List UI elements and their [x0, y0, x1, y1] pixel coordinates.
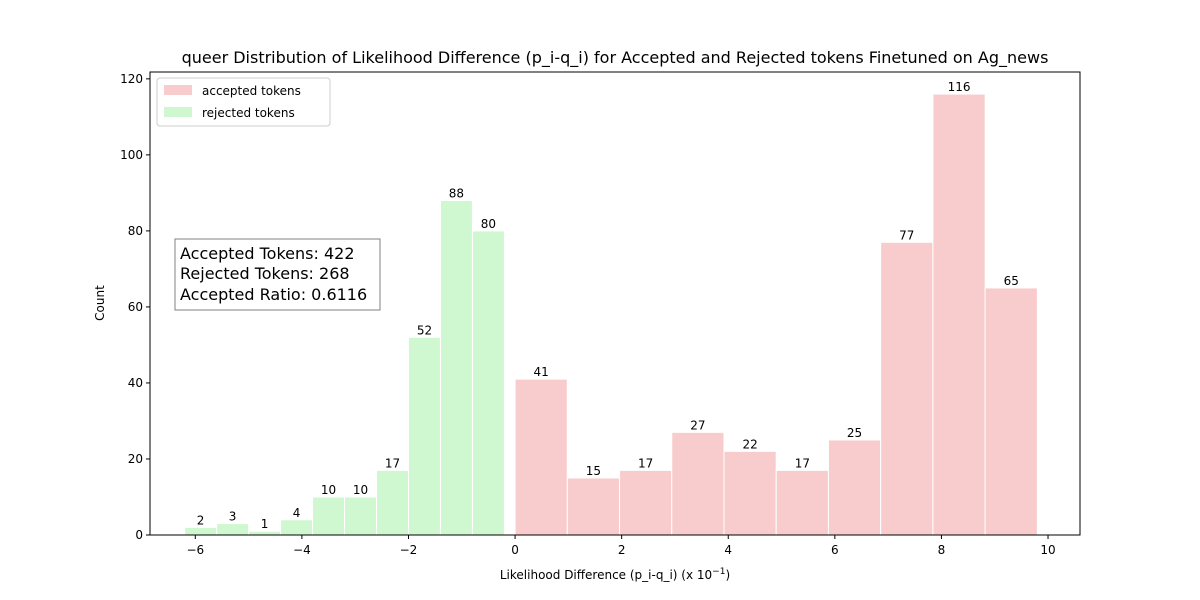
legend-frame	[156, 77, 331, 127]
rejected-bar-9	[471, 230, 505, 536]
accepted-bars	[514, 93, 1038, 536]
x-axis-label-exponent: −1	[712, 567, 725, 577]
accepted-bar-label-0: 41	[534, 365, 549, 379]
stats-accepted-tokens: Accepted Tokens: 422	[180, 244, 355, 263]
y-tick-label-6: 120	[120, 72, 143, 86]
accepted-bar-3	[671, 431, 725, 536]
rejected-bar-label-5: 10	[353, 483, 368, 497]
legend-label-rejected: rejected tokens	[202, 106, 295, 120]
accepted-bar-5	[775, 469, 829, 536]
y-axis-label: Count	[93, 285, 107, 321]
rejected-bar-label-1: 3	[229, 510, 237, 524]
rejected-bar-label-3: 4	[293, 506, 301, 520]
legend-swatch-accepted	[164, 85, 192, 95]
rejected-bar-8	[439, 199, 473, 536]
stats-box: Accepted Tokens: 422 Rejected Tokens: 26…	[174, 238, 381, 311]
accepted-bar-label-5: 17	[795, 456, 810, 470]
rejected-bar-label-6: 17	[385, 456, 400, 470]
rejected-bar-7	[407, 336, 441, 536]
y-tick-label-0: 0	[135, 528, 143, 542]
x-tick-label-6: 6	[831, 543, 839, 557]
accepted-bar-label-1: 15	[586, 464, 601, 478]
accepted-bar-8	[932, 93, 986, 536]
y-tick-label-4: 80	[128, 224, 143, 238]
accepted-bar-label-6: 25	[847, 426, 862, 440]
accepted-bar-label-7: 77	[899, 228, 914, 242]
accepted-bar-9	[984, 287, 1038, 536]
legend: accepted tokens rejected tokens	[156, 77, 331, 127]
rejected-bars	[184, 199, 505, 536]
stats-box-frame	[174, 238, 381, 311]
rejected-bar-1	[216, 523, 250, 536]
plot-frame	[149, 71, 1081, 536]
x-tick-label-7: 8	[938, 543, 946, 557]
x-tick-label-8: 10	[1040, 543, 1055, 557]
x-axis-ticks: −6 −4 −2 0 2 4 6 8 10	[186, 535, 1056, 557]
accepted-bar-label-8: 116	[948, 80, 971, 94]
rejected-bar-label-2: 1	[261, 517, 269, 531]
rejected-bar-0	[184, 526, 218, 536]
bar-value-labels: 41 15 17 27 22 17 25 77 116 65 2 3 1 4 10 10 17 52 88 80	[197, 80, 1019, 531]
rejected-bar-5	[344, 496, 378, 536]
accepted-bar-label-9: 65	[1004, 274, 1019, 288]
x-axis-label-main: Likelihood Difference (p_i-q_i) (x 10	[500, 568, 712, 582]
stats-accepted-ratio: Accepted Ratio: 0.6116	[180, 285, 367, 304]
rejected-bar-label-9: 80	[481, 217, 496, 231]
rejected-bar-4	[312, 496, 346, 536]
accepted-bar-label-2: 17	[638, 456, 653, 470]
x-tick-label-5: 4	[724, 543, 732, 557]
x-axis-label: Likelihood Difference (p_i-q_i) (x 10−1)	[500, 567, 730, 582]
accepted-bar-6	[827, 439, 882, 536]
legend-label-accepted: accepted tokens	[202, 84, 301, 98]
rejected-bar-3	[280, 519, 314, 536]
rejected-bar-label-8: 88	[449, 186, 464, 200]
rejected-bar-label-4: 10	[321, 483, 336, 497]
accepted-bar-2	[619, 469, 673, 536]
accepted-bar-0	[514, 378, 568, 536]
y-tick-label-3: 60	[128, 300, 143, 314]
x-tick-label-0: −6	[186, 543, 204, 557]
x-tick-label-4: 2	[618, 543, 626, 557]
rejected-bar-label-0: 2	[197, 513, 205, 527]
y-axis-ticks: 0 20 40 60 80 100 120	[120, 72, 150, 542]
x-axis-label-suffix: )	[725, 568, 730, 582]
accepted-bar-label-3: 27	[690, 418, 705, 432]
stats-rejected-tokens: Rejected Tokens: 268	[180, 264, 350, 283]
y-tick-label-1: 20	[128, 452, 143, 466]
x-tick-label-1: −4	[293, 543, 311, 557]
accepted-bar-label-4: 22	[742, 437, 757, 451]
chart-title: queer Distribution of Likelihood Differe…	[182, 48, 1049, 68]
y-tick-label-5: 100	[120, 148, 143, 162]
rejected-bar-6	[376, 469, 409, 536]
accepted-bar-7	[880, 241, 934, 536]
rejected-bar-2	[248, 530, 282, 536]
x-tick-label-3: 0	[511, 543, 519, 557]
accepted-bar-4	[723, 450, 777, 536]
y-tick-label-2: 40	[128, 376, 143, 390]
rejected-bar-label-7: 52	[417, 323, 432, 337]
accepted-bar-1	[566, 477, 621, 536]
x-tick-label-2: −2	[400, 543, 418, 557]
legend-swatch-rejected	[164, 107, 192, 117]
